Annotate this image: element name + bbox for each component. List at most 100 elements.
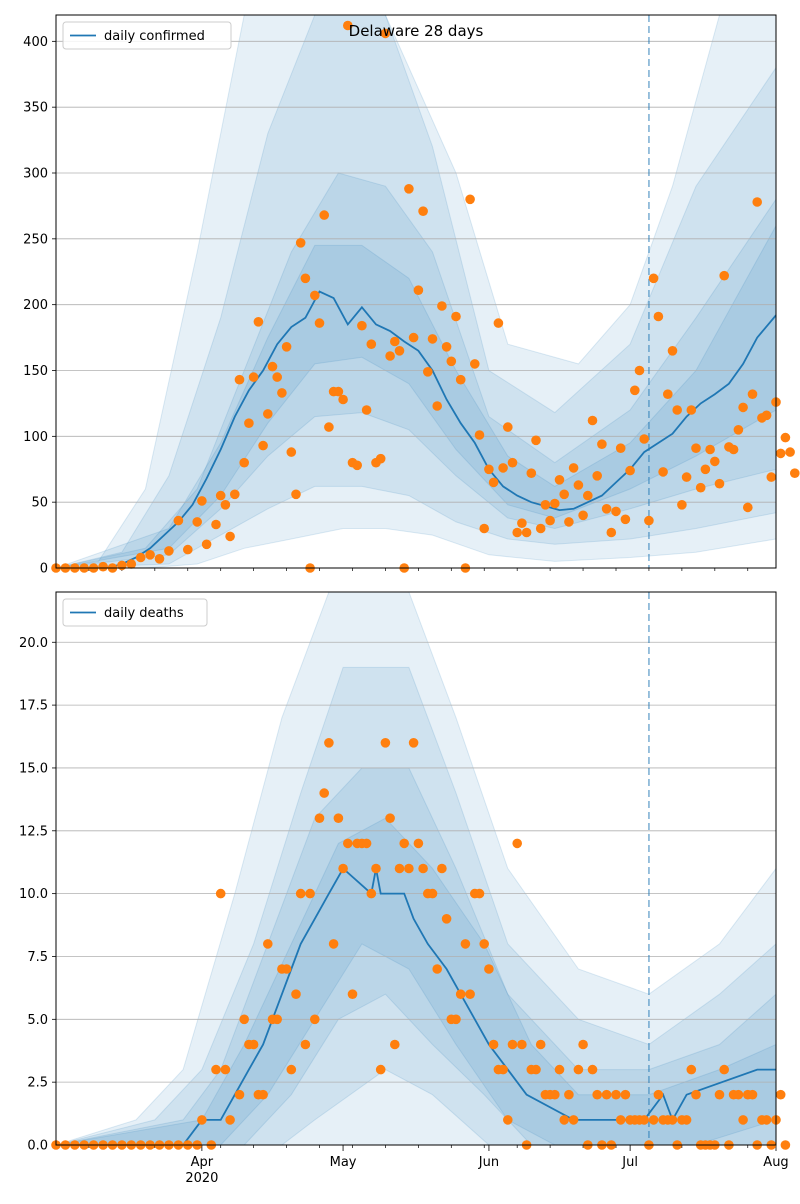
data-point [611,506,621,517]
data-point [399,838,410,849]
uncertainty-band [56,666,776,1145]
data-point [710,456,720,467]
data-point [695,482,706,493]
data-point [639,434,649,444]
data-point [324,738,334,748]
y-tick-label: 17.5 [19,699,48,714]
data-point [691,443,701,454]
plot-frame [55,14,777,569]
data-point [686,405,697,415]
data-point [413,838,424,849]
data-point [474,888,485,899]
data-point [281,964,292,974]
y-tick-label: 5.0 [27,1013,48,1028]
data-point [578,510,588,521]
x-tick-label: Aug [763,1155,788,1170]
data-point [691,1089,701,1100]
data-point [295,238,306,248]
data-point [686,1064,697,1075]
data-point [300,273,311,284]
data-point [239,457,249,468]
data-point [201,539,212,550]
data-point [648,1115,659,1125]
data-point [343,838,353,849]
data-point [587,1064,598,1075]
data-point [681,1115,692,1125]
data-point [573,1064,584,1075]
data-point [738,1115,748,1125]
legend: daily confirmed [62,21,232,50]
data-point [385,351,395,361]
data-point [404,863,414,874]
data-point [258,440,268,451]
x-tick-label: May [330,1155,357,1170]
data-point [272,372,283,382]
data-point [291,989,301,999]
data-point [281,342,292,352]
data-point [357,320,367,331]
data-point [154,554,165,564]
data-point [343,20,353,31]
data-point [225,1115,235,1125]
data-point [455,374,466,385]
legend-label: daily deaths [104,606,184,621]
data-point [418,863,428,874]
data-point [606,527,617,538]
data-point [437,863,447,874]
data-point [521,527,532,538]
data-point [488,477,499,488]
data-point [215,888,226,899]
data-point [173,515,184,526]
y-tick-label: 250 [23,232,48,247]
data-point [197,496,207,506]
data-point [234,1089,245,1100]
data-point [164,546,174,556]
data-point [117,560,127,571]
y-tick-label: 2.5 [27,1076,48,1091]
data-point [601,504,612,514]
data-point [677,500,687,510]
data-point [498,463,508,473]
data-point [215,490,226,501]
data-point [512,838,522,849]
data-point [545,515,555,526]
data-point [535,1039,546,1050]
data-point [705,444,715,455]
data-point [785,447,795,457]
data-point [366,339,377,350]
data-point [211,1064,221,1075]
data-point [394,346,405,356]
data-point [761,410,772,421]
y-tick-label: 400 [23,35,48,50]
data-point [667,346,678,356]
data-point [498,1064,508,1075]
data-point [408,738,419,748]
data-point [310,290,320,301]
data-point [263,939,273,949]
data-point [672,405,682,415]
y-tick-label: 100 [23,430,48,445]
y-tick-label: 350 [23,101,48,116]
data-point [719,1064,729,1075]
data-point [681,472,692,482]
data-point [390,336,400,347]
y-tick-label: 12.5 [19,824,48,839]
data-point [761,1115,772,1125]
y-tick-label: 50 [31,496,48,511]
data-point [333,386,344,397]
data-point [728,444,739,455]
data-point [738,402,748,413]
data-point [324,422,334,432]
data-point [319,788,330,798]
data-point [503,422,513,432]
data-point [531,1064,541,1075]
x-tick-sublabel: 2020 [185,1171,218,1186]
data-point [550,498,560,509]
data-point [583,490,593,501]
data-point [385,813,395,823]
data-point [733,1089,744,1100]
data-point [540,500,551,510]
data-point [747,389,758,400]
